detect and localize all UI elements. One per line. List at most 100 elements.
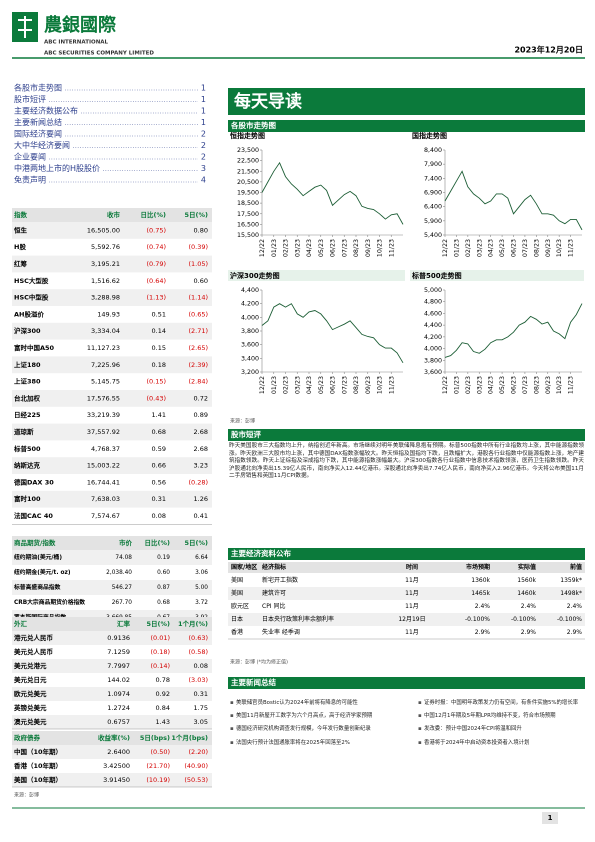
table-row-bg — [12, 659, 212, 673]
x-tick-label: 11/23 — [568, 239, 575, 257]
source: 来源：彭博 — [230, 418, 255, 425]
toc-title: 免责声明 — [14, 175, 46, 185]
table-cell: 12月19日 — [398, 616, 425, 623]
table-header: 国家/地区 — [231, 563, 257, 571]
section-bar — [228, 120, 585, 132]
chart-title: 标普500走势图 — [411, 271, 462, 280]
table-row-bg — [12, 222, 212, 239]
table-cell: 37,557.92 — [87, 428, 120, 436]
x-tick-label: 09/23 — [365, 239, 372, 257]
table-cell: 纳斯达克 — [14, 461, 41, 470]
banner: 每天导读 — [234, 91, 302, 112]
news-item: 香港将于2024年中启动资本投资者入境计划 — [418, 740, 584, 747]
table-cell: 欧元区 — [231, 602, 249, 610]
table-cell: 0.41 — [194, 512, 208, 520]
table-header: 前值 — [570, 563, 582, 571]
toc-title: 主要新闻总结 — [14, 117, 62, 127]
y-tick-label: 8,400 — [424, 147, 442, 154]
table-cell: 6.64 — [195, 555, 208, 561]
y-tick-label: 3,200 — [241, 369, 259, 376]
table-cell: -0.100% — [511, 616, 536, 623]
table-cell: 3.91450 — [103, 776, 130, 784]
toc-title: 股市短评 — [14, 94, 46, 104]
table-cell: 33,219.39 — [87, 411, 120, 419]
table-cell: 沪深300 — [14, 326, 41, 335]
y-tick-label: 4,400 — [424, 322, 442, 329]
table-cell: 纽约期油(美元/桶) — [14, 553, 62, 561]
table-cell: 1.43 — [156, 718, 170, 726]
table-cell: 7,638.03 — [91, 495, 120, 503]
table-cell: 法国CAC 40 — [14, 511, 53, 520]
table-cell: 1,516.62 — [91, 277, 120, 285]
y-tick-label: 15,500 — [237, 232, 259, 239]
table-cell: 3.06 — [195, 570, 208, 576]
table-cell: 香港 — [231, 628, 243, 636]
table-cell: 0.08 — [152, 512, 166, 520]
chart-title-bg — [228, 270, 405, 281]
table-cell: 2.4% — [521, 603, 537, 610]
table-cell: 1465k — [471, 590, 490, 597]
x-tick-label: 04/23 — [306, 239, 313, 257]
x-tick-label: 02/23 — [465, 376, 472, 394]
table-cell: 267.70 — [112, 600, 133, 606]
x-tick-label: 06/23 — [511, 239, 518, 257]
section-title: 主要新闻总结 — [231, 677, 276, 687]
table-cell: 纽约期金(美元/t. oz) — [14, 568, 71, 576]
y-tick-label: 18,500 — [237, 200, 259, 207]
table-cell: (0.01) — [150, 634, 170, 642]
table-cell: 16,505.00 — [87, 226, 120, 234]
table-cell: (1.05) — [188, 260, 208, 268]
table-row-bg — [12, 289, 212, 306]
section-bar — [228, 677, 585, 689]
table-cell: (0.14) — [150, 662, 170, 670]
x-tick-label: 11/23 — [568, 376, 575, 394]
table-cell: 0.66 — [152, 462, 166, 470]
toc-page: 2 — [201, 130, 206, 139]
table-cell: 恒生 — [14, 225, 28, 234]
banner-bg — [228, 88, 585, 115]
x-tick-label: 12/22 — [259, 376, 266, 394]
table-cell: 5,145.75 — [91, 378, 120, 386]
table-cell: (0.64) — [146, 277, 166, 285]
table-header: 1个月(%) — [178, 619, 208, 628]
table-cell: 富时中国A50 — [14, 343, 55, 352]
table-cell: 德国DAX 30 — [14, 477, 54, 486]
table-cell: (0.28) — [188, 478, 208, 486]
table-cell: CRB大宗商品期货价格指数 — [14, 598, 85, 606]
table-row-bg — [12, 631, 212, 645]
table-cell: 0.15 — [152, 344, 166, 352]
x-tick-label: 10/23 — [377, 376, 384, 394]
table-cell: (2.84) — [188, 378, 208, 386]
table-row-bg — [12, 580, 212, 595]
table-cell: (2.20) — [188, 748, 208, 756]
page-number-box — [542, 812, 558, 824]
table-cell: H股 — [14, 242, 26, 251]
table-header-bg — [12, 731, 212, 745]
table-cell: HSC大型股 — [14, 276, 49, 285]
table-cell: (0.43) — [146, 394, 166, 402]
table-cell: (21.70) — [146, 762, 170, 770]
news-column: 证券时报：中国明年政策发力仍有空间，有条件实施5%的增长率中国12月1年期及5年… — [418, 700, 584, 753]
table-cell: 1359k* — [560, 577, 582, 584]
company-en: ABC INTERNATIONAL — [44, 40, 109, 46]
table-header: 5日(%) — [147, 620, 171, 628]
table-cell: (10.19) — [146, 776, 170, 784]
news-item: 发改委：预计中国2024年CPI将温和回升 — [418, 726, 584, 733]
x-tick-label: 03/23 — [294, 239, 301, 257]
table-cell: 3.05 — [194, 718, 208, 726]
table-header: 汇率 — [117, 619, 131, 628]
table-cell: 5.00 — [195, 585, 208, 591]
table-cell: 美元兑日元 — [14, 675, 47, 684]
table-cell: 富时100 — [14, 494, 41, 503]
table-cell: 546.27 — [112, 585, 133, 591]
table-header: 日比(%) — [141, 210, 166, 219]
x-tick-label: 12/22 — [442, 239, 449, 257]
y-tick-label: 5,400 — [424, 232, 442, 239]
x-tick-label: 08/23 — [533, 239, 540, 257]
x-tick-label: 08/23 — [533, 376, 540, 394]
table-cell: 2.9% — [475, 629, 491, 636]
table-cell: 15,003.22 — [87, 462, 120, 470]
table-cell: (0.50) — [150, 748, 170, 756]
table-row-bg — [12, 322, 212, 340]
x-tick-label: 11/23 — [388, 239, 395, 257]
